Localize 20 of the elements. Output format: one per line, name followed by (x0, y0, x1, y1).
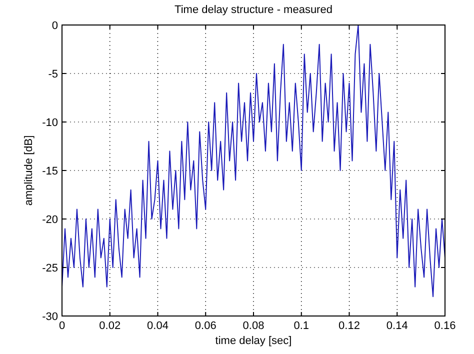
y-tick-label: -15 (42, 166, 58, 178)
x-tick-label: 0.14 (386, 320, 408, 332)
x-tick-label: 0.12 (338, 320, 360, 332)
x-axis-title: time delay [sec] (215, 335, 292, 347)
x-tick-label: 0.08 (242, 320, 264, 332)
y-tick-label: -25 (42, 262, 58, 274)
y-tick-label: -20 (42, 214, 58, 226)
x-tick-label: 0.02 (99, 320, 121, 332)
y-tick-label: 0 (52, 20, 58, 32)
x-tick-label: 0.16 (434, 320, 456, 332)
chart-title: Time delay structure - measured (174, 4, 332, 16)
y-tick-label: -30 (42, 311, 58, 323)
y-tick-label: -10 (42, 117, 58, 129)
y-tick-label: -5 (48, 68, 58, 80)
x-tick-label: 0.1 (294, 320, 310, 332)
line-series (62, 24, 445, 298)
x-tick-label: 0.04 (147, 320, 168, 332)
x-tick-label: 0 (58, 320, 66, 332)
y-axis-title: amplitude [dB] (23, 135, 35, 206)
x-tick-label: 0.06 (194, 320, 216, 332)
